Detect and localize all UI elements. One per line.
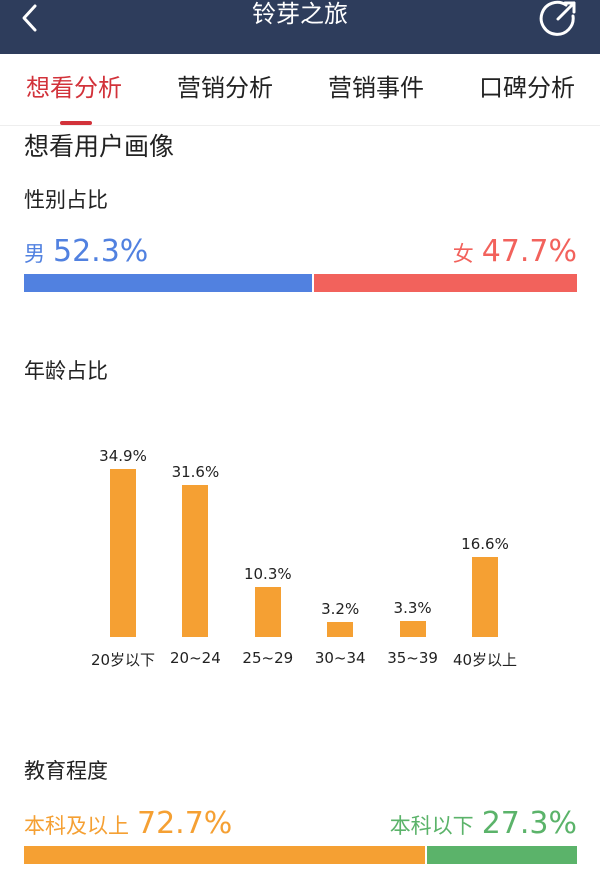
chevron-left-icon <box>22 4 37 32</box>
gender-bar <box>24 274 577 292</box>
top-bar: 铃芽之旅 <box>0 0 600 54</box>
male-stat: 男 52.3% <box>24 233 148 272</box>
age-bar-value-label: 31.6% <box>171 462 220 481</box>
age-bar <box>399 621 426 637</box>
female-stat: 女 47.7% <box>453 233 577 272</box>
male-bar-segment <box>24 274 313 292</box>
tab-word-of-mouth-analysis[interactable]: 口碑分析 <box>479 74 575 102</box>
bar-divider <box>424 846 427 864</box>
education-below-label: 本科以下 <box>389 814 474 838</box>
section-title: 想看用户画像 <box>24 132 175 161</box>
education-above-stat: 本科及以上 72.7% <box>24 805 232 844</box>
education-above-bar-segment <box>24 846 425 864</box>
tab-marketing-analysis[interactable]: 营销分析 <box>177 74 273 102</box>
tab-want-to-see-analysis[interactable]: 想看分析 <box>26 74 122 102</box>
back-button[interactable] <box>10 0 50 36</box>
age-bar <box>472 557 498 637</box>
active-tab-indicator <box>60 121 92 125</box>
education-bar <box>24 846 577 864</box>
age-bar <box>110 469 136 637</box>
age-title: 年龄占比 <box>24 359 108 383</box>
age-category-label: 25~29 <box>242 649 294 667</box>
age-category-label: 30~34 <box>314 649 366 667</box>
age-category-label: 20岁以下 <box>90 651 156 669</box>
age-bar-value-label: 3.2% <box>321 599 360 618</box>
age-bar-chart: 34.9% 20岁以下 31.6% 20~24 10.3% 25~29 3.2% 30~34 3… <box>0 430 600 680</box>
bar-divider <box>312 274 315 292</box>
gender-title: 性别占比 <box>24 188 108 212</box>
tab-bar: 想看分析 营销分析 营销事件 口碑分析 <box>0 54 600 126</box>
age-bar <box>327 621 354 637</box>
female-label: 女 <box>452 242 474 266</box>
male-label: 男 <box>24 242 45 266</box>
age-bar-value-label: 10.3% <box>243 565 292 584</box>
share-icon <box>539 0 576 36</box>
age-category-label: 35~39 <box>387 649 438 667</box>
education-title: 教育程度 <box>24 759 108 783</box>
share-button[interactable] <box>538 0 578 36</box>
age-category-label: 20~24 <box>170 649 221 667</box>
age-bar <box>254 587 281 637</box>
age-bar-value-label: 16.6% <box>461 535 509 554</box>
education-above-value: 72.7% <box>137 806 233 841</box>
education-below-bar-segment <box>426 846 577 864</box>
age-category-label: 40岁以上 <box>452 651 518 669</box>
female-value: 47.7% <box>481 234 577 269</box>
age-bar <box>182 484 209 637</box>
education-below-value: 27.3% <box>481 806 577 841</box>
page-title: 铃芽之旅 <box>252 0 348 28</box>
education-below-stat: 本科以下 27.3% <box>390 805 577 844</box>
age-bar-value-label: 34.9% <box>99 447 147 465</box>
female-bar-segment <box>314 274 577 292</box>
tab-marketing-events[interactable]: 营销事件 <box>328 74 424 102</box>
age-bar-value-label: 3.3% <box>393 599 432 618</box>
male-value: 52.3% <box>53 234 149 269</box>
education-above-label: 本科及以上 <box>24 814 129 838</box>
